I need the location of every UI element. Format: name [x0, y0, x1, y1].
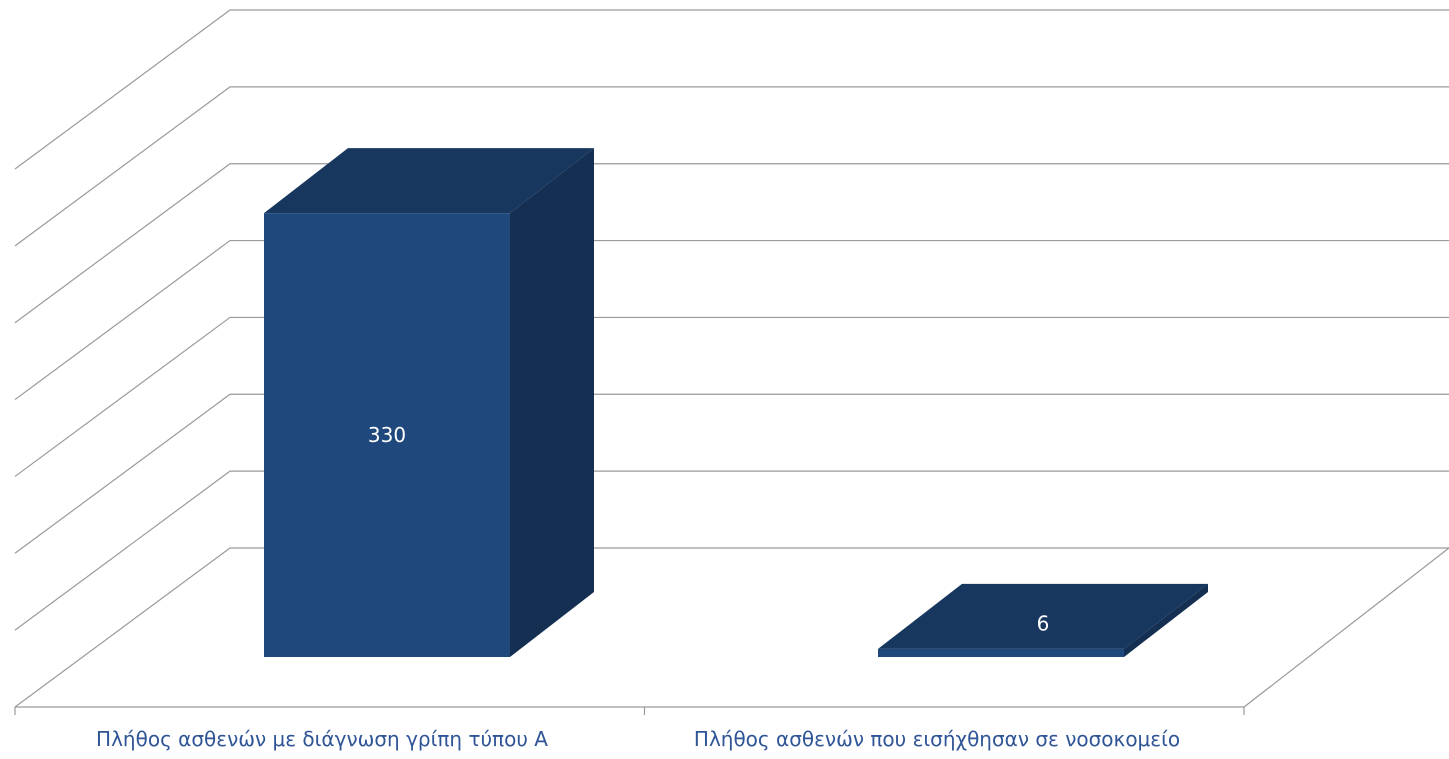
data-labels: 330 6	[368, 423, 1049, 635]
floor-gridline	[14, 547, 1449, 708]
floor-edge-line	[1243, 547, 1449, 708]
data-label: 330	[368, 423, 406, 447]
category-label: Πλήθος ασθενών με διάγνωση γρίπη τύπου Α	[96, 727, 548, 751]
gridline	[14, 393, 1449, 554]
gridline	[14, 316, 1449, 477]
bar	[264, 213, 510, 657]
gridline	[14, 470, 1449, 631]
bar	[878, 648, 1124, 657]
gridline	[14, 9, 1449, 170]
bar-side	[510, 148, 594, 657]
gridline	[14, 163, 1449, 324]
bars	[264, 148, 1208, 657]
gridlines	[14, 9, 1449, 715]
gridline	[14, 239, 1449, 401]
data-label: 6	[1037, 611, 1050, 635]
bar-top	[264, 148, 594, 214]
gridline	[14, 86, 1449, 247]
category-label: Πλήθος ασθενών που εισήχθησαν σε νοσοκομ…	[693, 727, 1181, 751]
bar-top	[878, 583, 1208, 649]
bar-side	[1124, 583, 1208, 657]
